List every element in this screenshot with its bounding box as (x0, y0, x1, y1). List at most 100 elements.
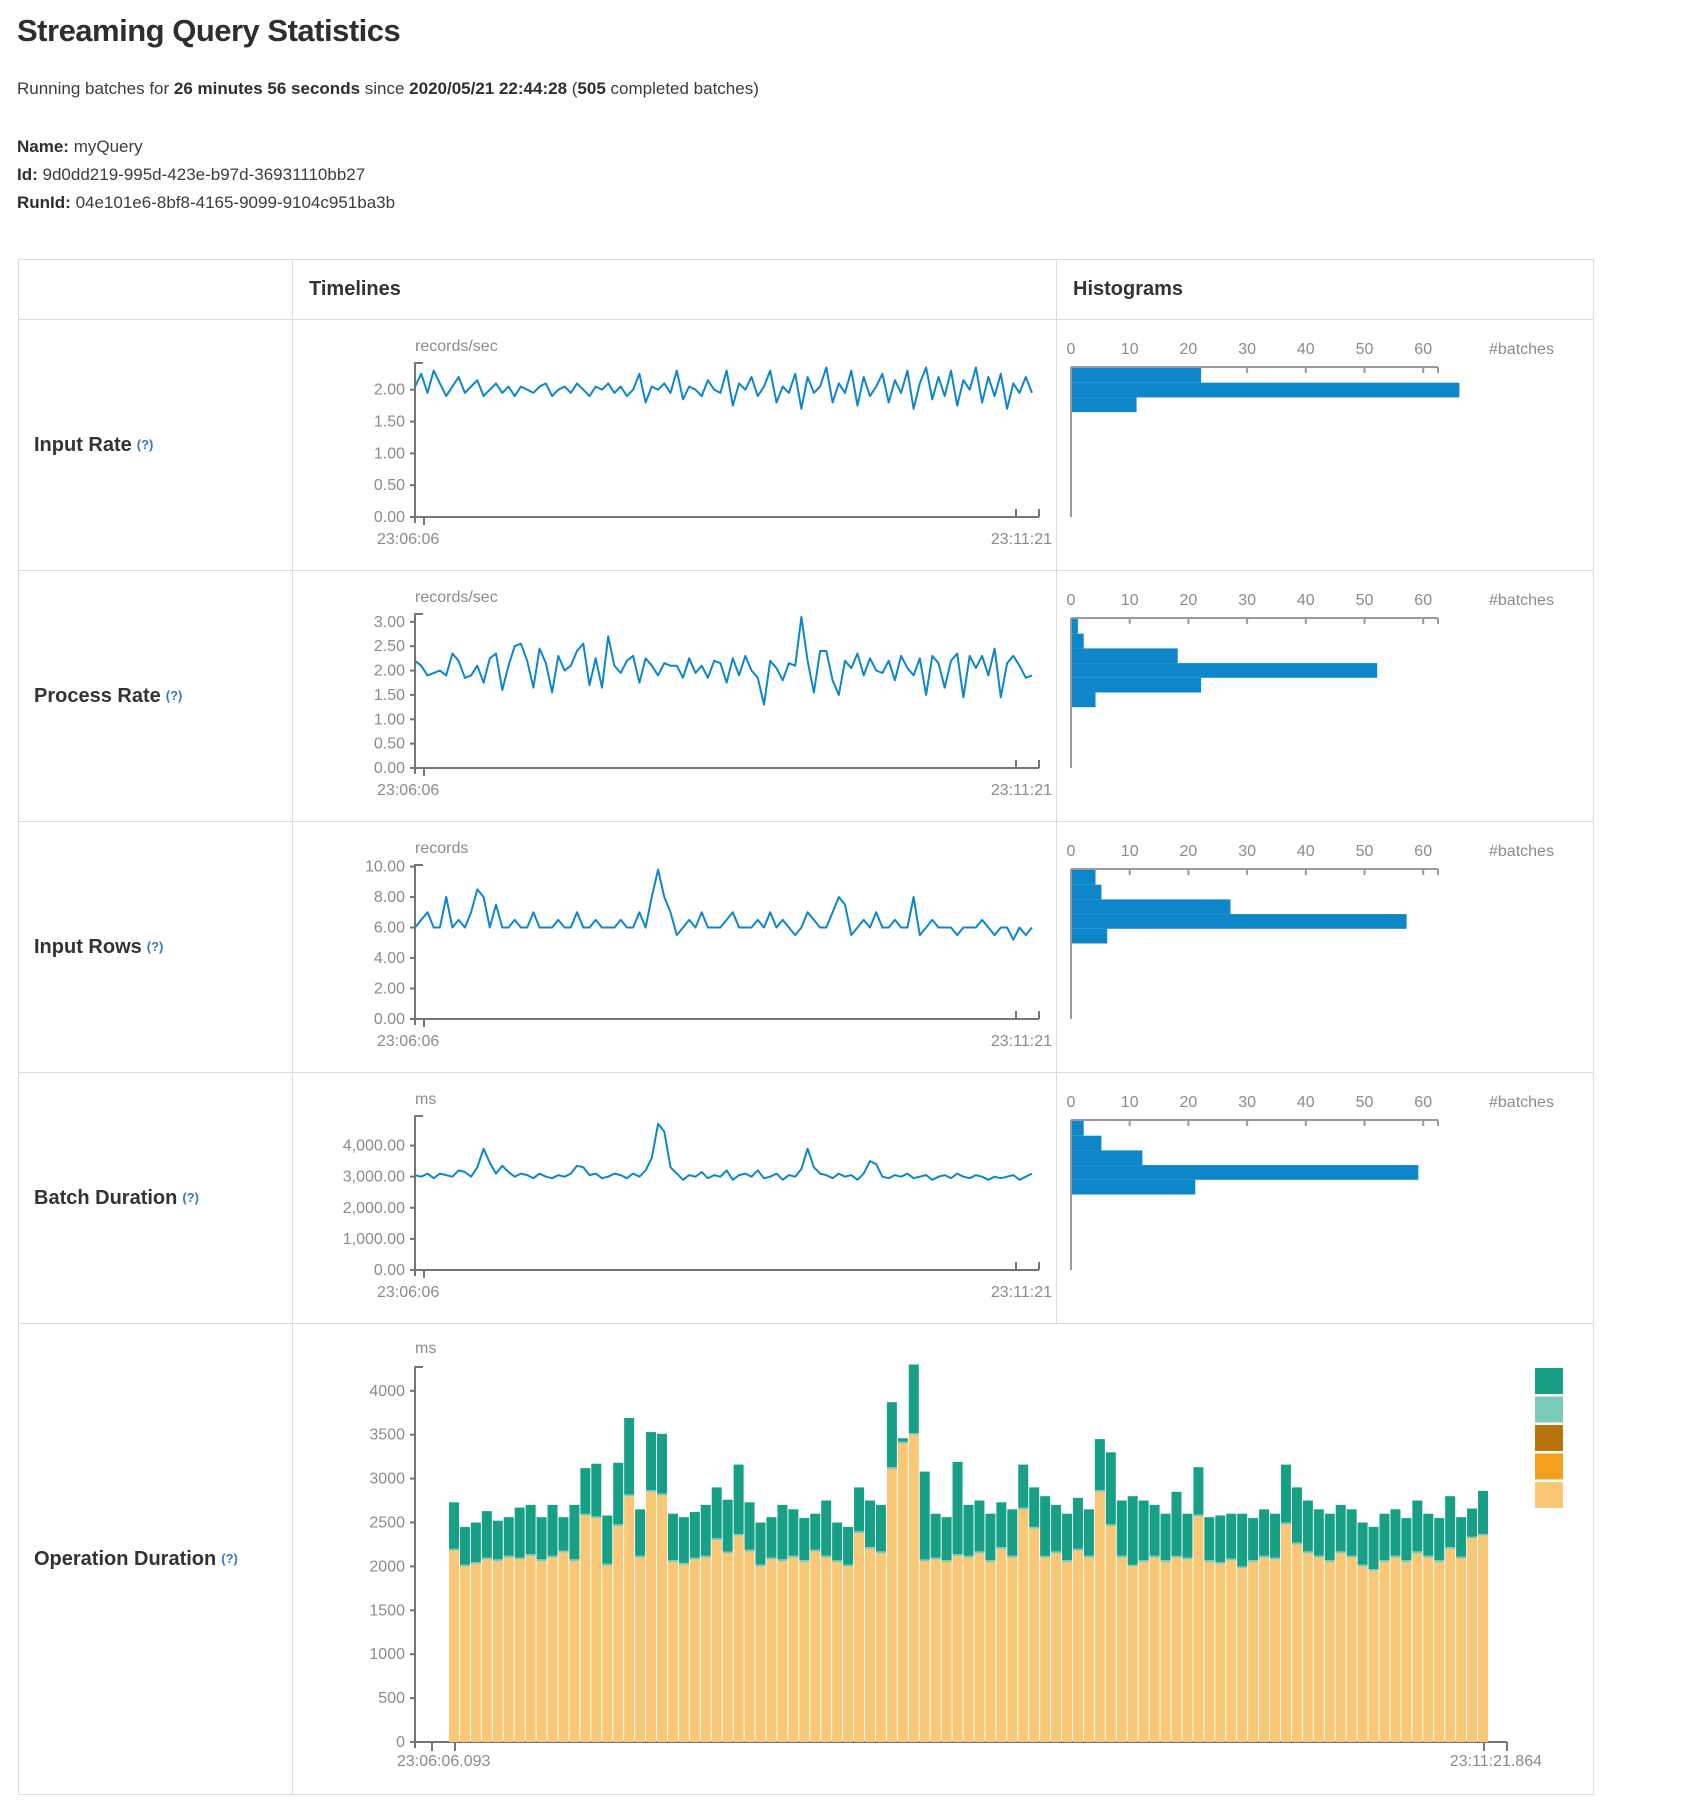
input-rows-label: Input Rows (34, 935, 142, 958)
batch-duration-histogram-chart: 0 10 20 30 40 50 60 #batches (1067, 1094, 1554, 1270)
svg-text:#batches: #batches (1489, 1094, 1554, 1111)
svg-text:4000: 4000 (369, 1383, 405, 1400)
svg-text:10: 10 (1121, 341, 1139, 358)
svg-text:23:06:06: 23:06:06 (377, 1284, 439, 1301)
row-label-process-rate: Process Rate (?) (19, 570, 292, 821)
row-label-batch-duration: Batch Duration (?) (19, 1072, 292, 1323)
svg-text:23:11:21: 23:11:21 (991, 782, 1052, 799)
svg-text:1,000.00: 1,000.00 (343, 1231, 405, 1248)
legend-swatch (1535, 1482, 1563, 1508)
svg-text:20: 20 (1180, 843, 1198, 860)
svg-text:2.50: 2.50 (374, 638, 405, 655)
svg-text:23:06:06.093: 23:06:06.093 (397, 1753, 491, 1770)
histograms-column-header: Histograms (1056, 260, 1593, 319)
page-title: Streaming Query Statistics (17, 13, 401, 48)
input-rate-timeline-chart: records/sec 2.00 1.50 1.00 0.50 0.00 23:06:06 2… (374, 338, 1052, 548)
process-rate-help-icon[interactable]: (?) (165, 687, 183, 703)
svg-text:23:11:21: 23:11:21 (991, 531, 1052, 548)
svg-text:30: 30 (1238, 843, 1256, 860)
input-rate-label: Input Rate (34, 433, 132, 456)
svg-text:1.50: 1.50 (374, 687, 405, 704)
input-rows-help-icon[interactable]: (?) (146, 938, 164, 954)
svg-text:8.00: 8.00 (374, 889, 405, 906)
svg-text:20: 20 (1180, 341, 1198, 358)
svg-text:1.00: 1.00 (374, 711, 405, 728)
svg-text:records/sec: records/sec (415, 589, 498, 606)
svg-text:3500: 3500 (369, 1427, 405, 1444)
svg-text:23:06:06: 23:06:06 (377, 531, 439, 548)
svg-text:0.00: 0.00 (374, 1011, 405, 1028)
summary-prefix: Running batches for (17, 79, 174, 98)
svg-text:3.00: 3.00 (374, 614, 405, 631)
svg-text:20: 20 (1180, 592, 1198, 609)
svg-text:1000: 1000 (369, 1646, 405, 1663)
process-rate-histogram-cell: 0 10 20 30 40 50 60 #batches (1056, 570, 1593, 821)
batch-duration-timeline-cell: ms 4,000.00 3,000.00 2,000.00 1,000.00 0.00 23… (292, 1072, 1056, 1323)
svg-text:40: 40 (1297, 1094, 1315, 1111)
svg-text:4.00: 4.00 (374, 950, 405, 967)
svg-text:1.00: 1.00 (374, 445, 405, 462)
svg-text:23:06:06: 23:06:06 (377, 1033, 439, 1050)
svg-text:4,000.00: 4,000.00 (343, 1138, 405, 1155)
svg-text:#batches: #batches (1489, 341, 1554, 358)
svg-text:50: 50 (1356, 341, 1374, 358)
svg-text:0: 0 (1067, 843, 1076, 860)
svg-text:30: 30 (1238, 341, 1256, 358)
batch-duration-label: Batch Duration (34, 1186, 178, 1209)
svg-text:3,000.00: 3,000.00 (343, 1169, 405, 1186)
timelines-header-label: Timelines (309, 278, 401, 300)
svg-text:40: 40 (1297, 341, 1315, 358)
name-label: Name: (17, 137, 69, 156)
operation-duration-help-icon[interactable]: (?) (221, 1550, 238, 1566)
query-name-line: Name: myQuery (17, 133, 395, 161)
svg-text:0.50: 0.50 (374, 736, 405, 753)
operation-duration-label: Operation Duration (34, 1547, 217, 1570)
batch-duration-help-icon[interactable]: (?) (182, 1189, 199, 1205)
svg-text:0.00: 0.00 (374, 1262, 405, 1279)
legend-swatch (1535, 1453, 1563, 1480)
running-batches-summary: Running batches for 26 minutes 56 second… (17, 79, 759, 99)
input-rate-help-icon[interactable]: (?) (136, 436, 154, 452)
input-rate-timeline-cell: records/sec 2.00 1.50 1.00 0.50 0.00 23:06:06 2… (292, 319, 1056, 570)
batch-duration-histogram-cell: 0 10 20 30 40 50 60 #batches (1056, 1072, 1593, 1323)
svg-text:20: 20 (1180, 1094, 1198, 1111)
svg-text:2.00: 2.00 (374, 663, 405, 680)
svg-text:3000: 3000 (369, 1471, 405, 1488)
query-id-line: Id: 9d0dd219-995d-423e-b97d-36931110bb27 (17, 161, 395, 189)
svg-text:records: records (415, 840, 468, 857)
row-label-input-rate: Input Rate (?) (19, 319, 292, 570)
svg-text:2,000.00: 2,000.00 (343, 1200, 405, 1217)
input-rows-timeline-cell: records 10.00 8.00 6.00 4.00 2.00 0.00 23:06:06… (292, 821, 1056, 1072)
svg-text:1500: 1500 (369, 1602, 405, 1619)
legend-swatch (1535, 1396, 1563, 1423)
input-rate-histogram-chart: 0 10 20 30 40 50 60 #batches (1067, 341, 1554, 517)
summary-since: since (360, 79, 410, 98)
svg-text:0: 0 (1067, 1094, 1076, 1111)
runid-label: RunId: (17, 193, 71, 212)
process-rate-timeline-chart: records/sec 3.00 2.50 2.00 1.50 1.00 0.50 0.00 2… (374, 589, 1052, 799)
query-metadata: Name: myQuery Id: 9d0dd219-995d-423e-b97… (17, 133, 395, 217)
svg-text:#batches: #batches (1489, 592, 1554, 609)
svg-text:2.00: 2.00 (374, 382, 405, 399)
svg-text:records/sec: records/sec (415, 338, 498, 355)
svg-text:10.00: 10.00 (365, 859, 405, 876)
input-rows-histogram-chart: 0 10 20 30 40 50 60 #batches (1067, 843, 1554, 1019)
input-rows-histogram-cell: 0 10 20 30 40 50 60 #batches (1056, 821, 1593, 1072)
svg-text:6.00: 6.00 (374, 920, 405, 937)
svg-text:30: 30 (1238, 1094, 1256, 1111)
svg-text:23:11:21: 23:11:21 (991, 1284, 1052, 1301)
svg-text:0.00: 0.00 (374, 509, 405, 526)
svg-text:ms: ms (415, 1091, 436, 1108)
histograms-header-label: Histograms (1073, 278, 1184, 300)
svg-text:10: 10 (1121, 843, 1139, 860)
id-label: Id: (17, 165, 38, 184)
id-value: 9d0dd219-995d-423e-b97d-36931110bb27 (42, 165, 366, 184)
process-rate-label: Process Rate (34, 684, 161, 707)
svg-text:30: 30 (1238, 592, 1256, 609)
svg-text:60: 60 (1414, 592, 1432, 609)
timelines-column-header: Timelines (292, 260, 1056, 319)
svg-text:60: 60 (1414, 843, 1432, 860)
svg-text:23:06:06: 23:06:06 (377, 782, 439, 799)
operation-duration-stacked-chart: ms 4000 3500 3000 2500 2000 1500 1000 500 0 23:06:… (369, 1340, 1563, 1770)
